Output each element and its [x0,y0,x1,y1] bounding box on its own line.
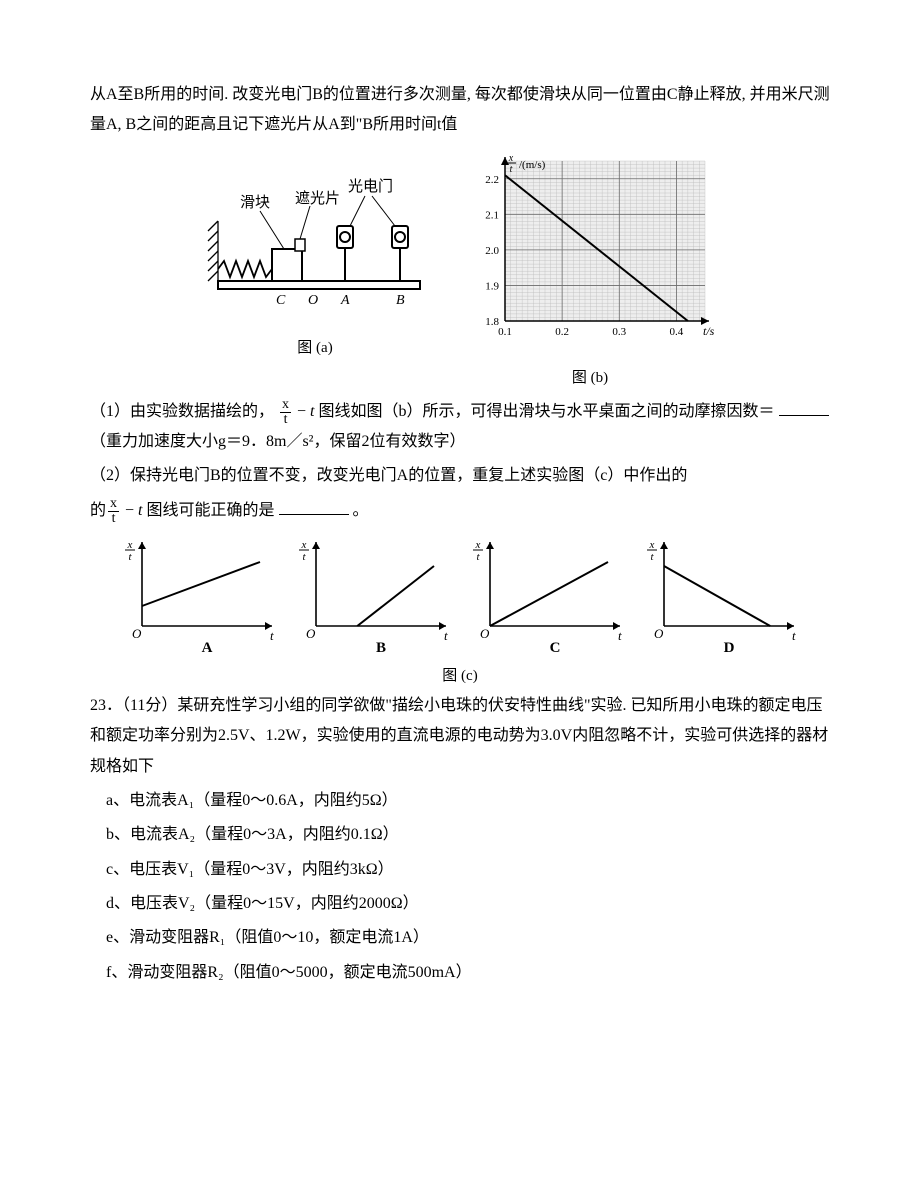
q2-blank[interactable] [279,498,349,515]
svg-text:O: O [480,626,490,641]
figure-c-caption: 图 (c) [90,662,830,691]
q23-head: 23．（11分）某研充性学习小组的同学欲做"描绘小电珠的伏安特性曲线"实验. 已… [90,691,830,782]
svg-text:O: O [306,626,316,641]
figure-b: 0.1 0.2 0.3 0.4 1.8 1.9 2.0 2.1 2.2 xt /(m/s) t/s 图… [460,151,720,393]
figure-b-caption: 图 (b) [460,364,720,393]
q23-item-a: a、电流表A₁（量程0～0.6A，内阻约5Ω） [90,786,830,816]
q2-lead: （2）保持光电门B的位置不变，改变光电门A的位置，重复上述实验图（c）中作出的 [90,467,687,484]
svg-text:x: x [301,539,307,551]
question-2-line1: （2）保持光电门B的位置不变，改变光电门A的位置，重复上述实验图（c）中作出的 [90,461,830,491]
svg-text:/(m/s): /(m/s) [519,159,546,171]
label-gate: 光电门 [348,178,393,195]
svg-text:t: t [618,628,622,643]
option-d-chart: xtOtD [636,534,806,654]
option-c-chart: xtOtC [462,534,632,654]
svg-text:1.8: 1.8 [485,316,499,328]
q23-item-b: b、电流表A₂（量程0～3A，内阻约0.1Ω） [90,820,830,850]
option-b-chart: xtOtB [288,534,458,654]
figure-a-caption: 图 (a) [200,334,430,363]
svg-text:B: B [376,640,386,654]
svg-text:x: x [649,539,655,551]
svg-text:x: x [475,539,481,551]
fa-letter-o: O [308,293,318,308]
q23-item-e: e、滑动变阻器R₁（阻值0～10，额定电流1A） [90,923,830,953]
svg-text:t/s: t/s [703,324,715,338]
svg-text:1.9: 1.9 [485,280,499,292]
svg-text:C: C [550,640,561,654]
svg-text:2.2: 2.2 [485,174,499,186]
svg-text:t: t [270,628,274,643]
svg-text:x: x [508,153,514,164]
svg-text:0.2: 0.2 [555,326,569,338]
svg-text:A: A [202,640,213,654]
svg-text:0.1: 0.1 [498,326,512,338]
svg-text:t: t [792,628,796,643]
q2-end: 。 [353,502,369,519]
fa-letter-c: C [276,293,286,308]
figure-a: 滑块 遮光片 光电门 C O A B 图 (a) [200,151,430,393]
q1-tail: （重力加速度大小g＝9．8m／s²，保留2位有效数字） [90,433,465,450]
frac-xt-2: xt [108,497,119,526]
q23-item-f: f、滑动变阻器R₂（阻值0～5000，额定电流500mA） [90,958,830,988]
svg-text:t: t [302,551,306,563]
label-slider: 滑块 [240,194,270,211]
svg-text:0.4: 0.4 [670,326,684,338]
figure-row-ab: 滑块 遮光片 光电门 C O A B 图 (a) 0.1 0.2 0.3 0.4 1.8… [90,151,830,393]
svg-text:O: O [132,626,142,641]
q2-tail: 图线可能正确的是 [147,502,275,519]
svg-text:t: t [650,551,654,563]
svg-text:t: t [510,164,513,175]
svg-text:2.1: 2.1 [485,209,499,221]
svg-text:2.0: 2.0 [485,245,499,257]
q1-blank[interactable] [779,399,829,416]
svg-text:0.3: 0.3 [612,326,626,338]
q23-item-d: d、电压表V₂（量程0～15V，内阻约2000Ω） [90,889,830,919]
svg-text:D: D [724,640,735,654]
svg-text:t: t [128,551,132,563]
intro-paragraph: 从A至B所用的时间. 改变光电门B的位置进行多次测量, 每次都使滑块从同一位置由… [90,80,830,141]
svg-text:O: O [654,626,664,641]
svg-text:x: x [127,539,133,551]
svg-text:t: t [476,551,480,563]
q1-mid: 图线如图（b）所示，可得出滑块与水平桌面之间的动摩擦因数＝ [319,403,775,420]
label-shade: 遮光片 [295,190,340,207]
option-a-chart: xtOtA [114,534,284,654]
figure-c-row: xtOtA xtOtB xtOtC xtOtD [90,534,830,654]
frac-xt-1: xt [280,398,291,427]
question-2-line2: 的xt − t 图线可能正确的是 。 [90,496,830,526]
question-1: （1）由实验数据描绘的， xt − t 图线如图（b）所示，可得出滑块与水平桌面… [90,397,830,458]
fa-letter-b: B [396,293,405,308]
q23-item-c: c、电压表V₁（量程0～3V，内阻约3kΩ） [90,855,830,885]
fa-letter-a: A [340,293,350,308]
q1-lead: （1）由实验数据描绘的， [90,403,274,420]
svg-text:t: t [444,628,448,643]
